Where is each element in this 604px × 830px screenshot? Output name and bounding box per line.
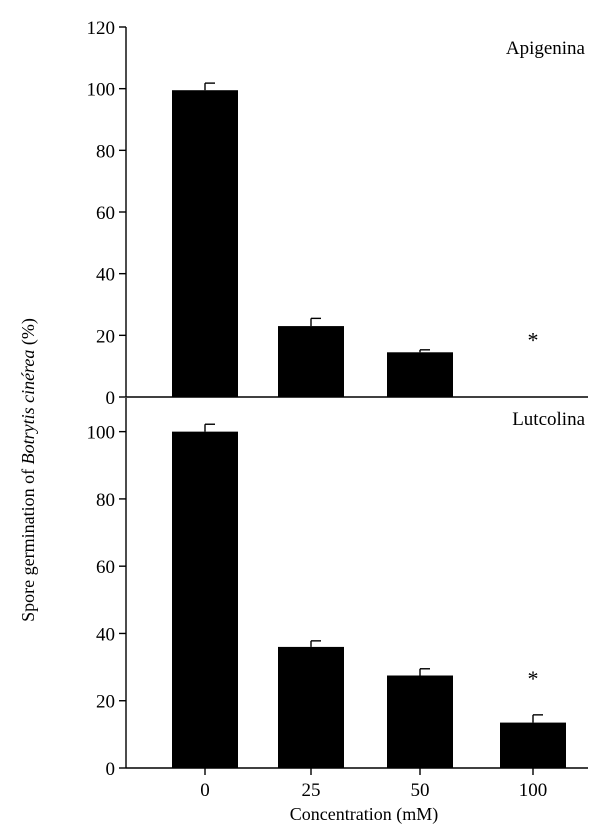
x-tick-label: 50	[411, 780, 430, 801]
chart-layer: 0 20 40 60 80 100 120 * Apigenina 0 20 40 60 80 100 * Lu…	[87, 18, 588, 801]
bar	[500, 722, 566, 768]
y-tick-label: 80	[96, 490, 115, 511]
significance-marker: *	[528, 666, 539, 691]
y-tick-label: 100	[87, 80, 116, 101]
y-tick-label: 100	[87, 423, 116, 444]
bar	[172, 431, 238, 768]
y-tick-label: 20	[96, 326, 115, 347]
y-tick-label: 0	[106, 388, 116, 409]
x-tick-label: 25	[302, 780, 321, 801]
panel-label: Lutcolina	[512, 409, 585, 430]
x-tick-label: 100	[519, 780, 548, 801]
y-axis-title-prefix: Spore germination of	[18, 464, 38, 621]
y-tick-label: 40	[96, 265, 115, 286]
y-tick-label: 120	[87, 18, 116, 39]
y-tick-label: 0	[106, 759, 116, 780]
significance-marker: *	[528, 327, 539, 352]
y-tick-label: 60	[96, 557, 115, 578]
bar	[278, 646, 344, 768]
y-axis-title-suffix: (%)	[18, 318, 39, 349]
y-tick-label: 20	[96, 692, 115, 713]
y-axis-title-italic: Botrytis cinérea	[18, 350, 38, 465]
panel-label: Apigenina	[506, 38, 586, 59]
y-axis-title: Spore germination of Botrytis cinérea (%…	[18, 318, 39, 622]
bar	[278, 326, 344, 397]
x-tick-label: 0	[200, 780, 210, 801]
bar	[387, 675, 453, 768]
bar	[387, 352, 453, 397]
y-tick-label: 80	[96, 141, 115, 162]
y-tick-label: 60	[96, 203, 115, 224]
bar	[172, 90, 238, 397]
y-tick-label: 40	[96, 624, 115, 645]
x-axis-title: Concentration (mM)	[290, 804, 438, 825]
